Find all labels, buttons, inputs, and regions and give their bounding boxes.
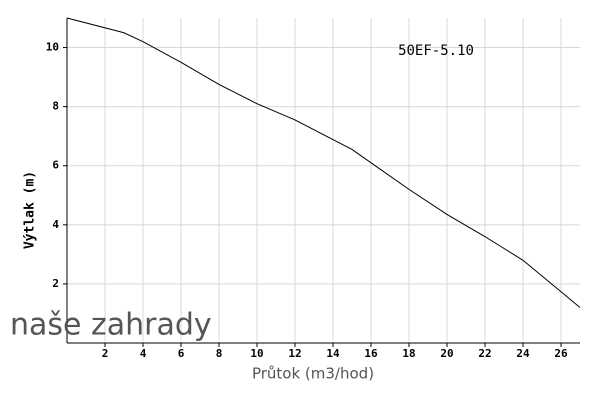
x-tick-label: 12 (288, 347, 301, 360)
line (66, 17, 581, 308)
x-tick-label: 4 (140, 347, 147, 360)
y-tick-label: 8 (52, 100, 59, 113)
annotation: 50EF-5.10 (398, 43, 474, 59)
x-tick-label: 6 (178, 347, 185, 360)
x-tick-label: 22 (478, 347, 491, 360)
x-tick-label: 26 (554, 347, 568, 360)
y-tick-label: 10 (46, 41, 59, 54)
y-tick-label: 4 (52, 218, 59, 231)
y-tick-label: 2 (52, 277, 59, 290)
grid (67, 18, 580, 343)
x-tick-label: 16 (364, 347, 378, 360)
watermark: naše zahrady (10, 308, 212, 343)
x-tick-label: 20 (440, 347, 453, 360)
x-tick-label: 24 (516, 347, 530, 360)
x-tick-label: 14 (326, 347, 340, 360)
x-tick-label: 18 (402, 347, 415, 360)
y-tick-label: 6 (52, 159, 59, 172)
x-tick-label: 8 (216, 347, 223, 360)
x-tick-label: 10 (250, 347, 263, 360)
y-axis-label: Výtlak (m) (23, 171, 38, 249)
x-tick-label: 2 (102, 347, 109, 360)
x-axis-label: Průtok (m3/hod) (252, 365, 374, 383)
